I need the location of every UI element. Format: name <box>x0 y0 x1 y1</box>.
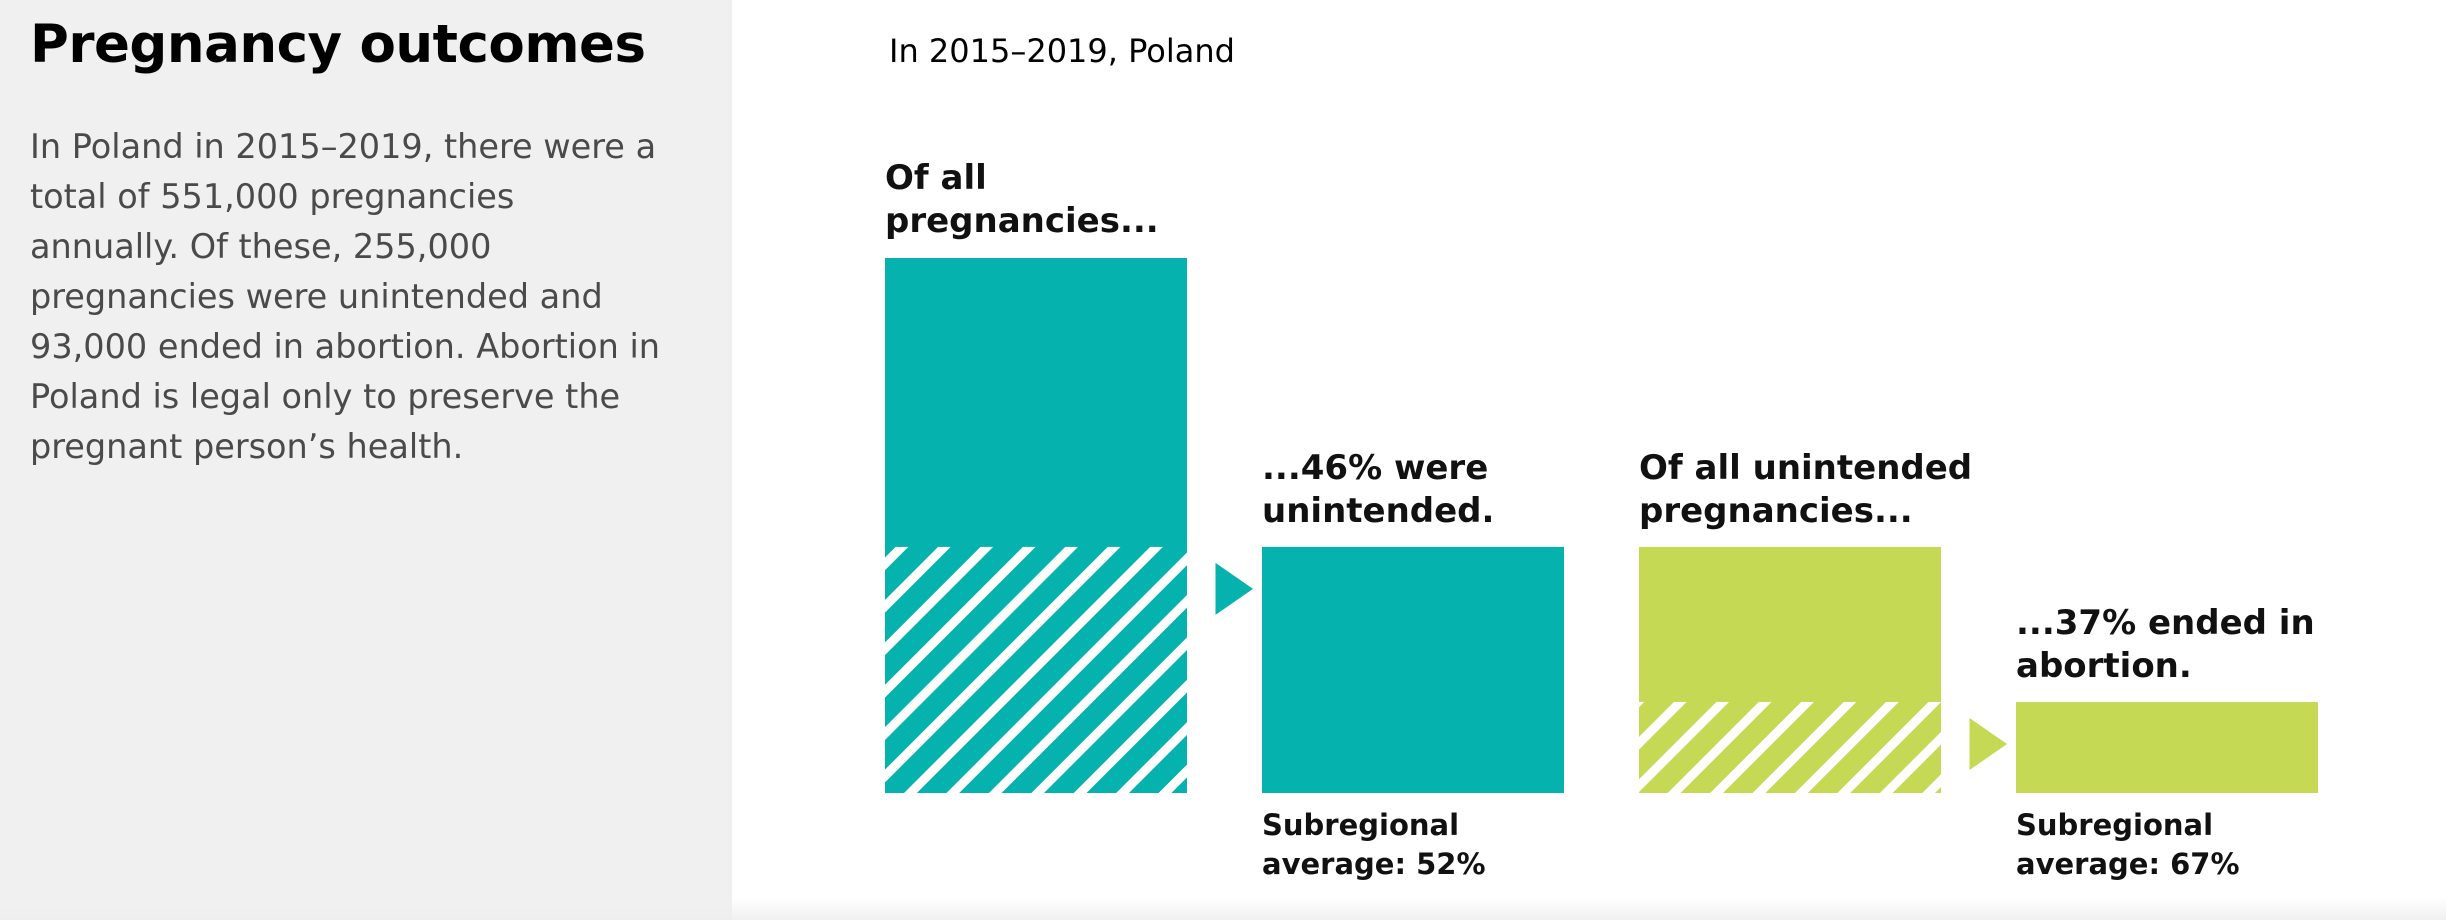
bar-unintended <box>1262 546 1564 793</box>
bar-abortion <box>2016 702 2318 793</box>
subregional-average-abortion: Subregional average: 67% <box>2016 808 2240 881</box>
label-unintended-share: ...46% were unintended. <box>1262 448 1495 531</box>
triangle-right-icon <box>1215 562 1253 615</box>
label-all-pregnancies: Of all pregnancies... <box>885 158 1159 241</box>
page-title: Pregnancy outcomes <box>30 14 646 75</box>
bottom-fade <box>0 898 2446 920</box>
sidebar-panel: Pregnancy outcomes In Poland in 2015–201… <box>0 0 732 920</box>
chart-subtitle: In 2015–2019, Poland <box>889 32 1235 70</box>
bar-all-pregnancies-hatched-portion <box>885 546 1187 793</box>
bar-all-unintended-hatched-portion <box>1639 701 1941 793</box>
triangle-right-icon <box>1969 718 2007 771</box>
subregional-average-unintended: Subregional average: 52% <box>1262 808 1486 881</box>
label-all-unintended: Of all unintended pregnancies... <box>1639 448 1973 531</box>
label-abortion-share: ...37% ended in abortion. <box>2016 603 2315 686</box>
summary-text: In Poland in 2015–2019, there were a tot… <box>30 127 661 466</box>
